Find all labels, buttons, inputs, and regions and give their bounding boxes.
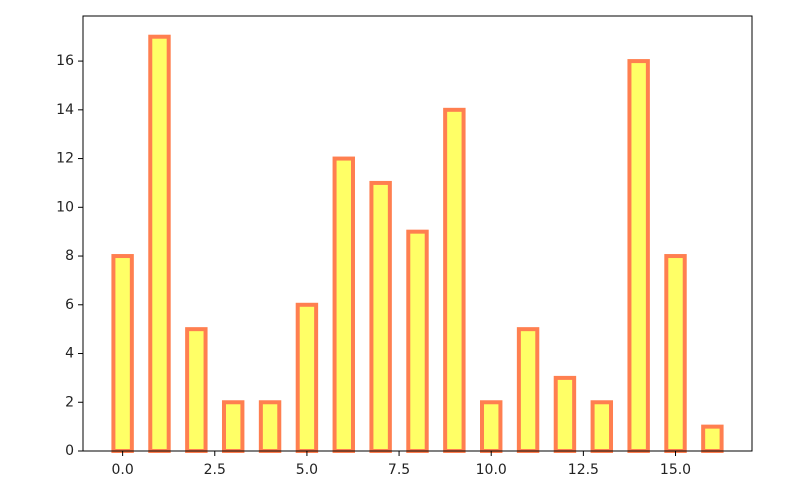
bar	[221, 400, 245, 453]
y-tick-label: 0	[65, 443, 74, 459]
x-tick-label: 2.5	[204, 462, 226, 478]
y-tick-label: 6	[65, 297, 74, 313]
bar	[332, 156, 355, 453]
bar	[295, 302, 319, 454]
bar	[590, 400, 614, 453]
y-tick-label: 2	[65, 394, 74, 410]
y-tick-label: 16	[56, 53, 74, 69]
bar	[185, 327, 208, 454]
y-tick-label: 8	[65, 248, 74, 264]
bar	[406, 229, 429, 453]
bar	[148, 34, 171, 453]
x-tick-label: 15.0	[660, 462, 691, 478]
x-tick-label: 5.0	[296, 462, 318, 478]
bar	[443, 107, 466, 454]
bar	[664, 254, 687, 453]
x-tick-label: 0.0	[111, 462, 133, 478]
x-tick-label: 10.0	[476, 462, 507, 478]
y-tick-label: 10	[56, 199, 74, 215]
y-tick-label: 4	[65, 346, 74, 362]
plot-frame	[82, 15, 753, 452]
y-tick-label: 12	[56, 151, 74, 167]
bar	[369, 180, 392, 453]
bar	[627, 59, 650, 453]
bar	[258, 400, 282, 453]
bar	[111, 254, 134, 453]
bar	[480, 400, 503, 453]
bar	[553, 375, 577, 453]
bar	[516, 327, 540, 454]
bar	[701, 424, 724, 453]
x-tick-label: 7.5	[388, 462, 410, 478]
x-tick-label: 12.5	[568, 462, 599, 478]
y-tick-label: 14	[56, 102, 74, 118]
